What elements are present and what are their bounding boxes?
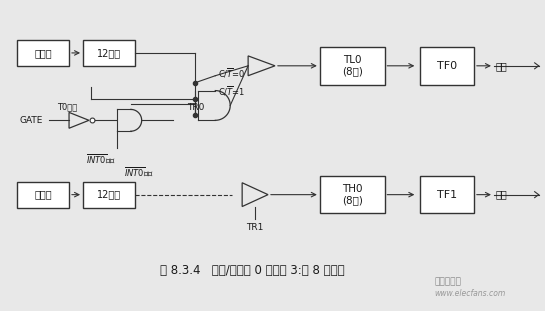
Text: TF0: TF0 bbox=[437, 61, 457, 71]
Text: C/$\overline{T}$=0: C/$\overline{T}$=0 bbox=[219, 67, 246, 80]
Text: TR0: TR0 bbox=[187, 103, 204, 112]
Text: GATE: GATE bbox=[19, 116, 43, 125]
Text: TR1: TR1 bbox=[246, 223, 264, 232]
Text: TL0
(8位): TL0 (8位) bbox=[342, 55, 363, 77]
Text: TF1: TF1 bbox=[437, 190, 457, 200]
Bar bbox=[320, 176, 385, 213]
Bar bbox=[83, 182, 135, 207]
Bar bbox=[17, 182, 69, 207]
Text: 中断: 中断 bbox=[496, 61, 507, 71]
Text: $\overline{INT0}$引脚: $\overline{INT0}$引脚 bbox=[86, 152, 116, 165]
Text: 电子发烧友: 电子发烧友 bbox=[434, 277, 461, 286]
Bar bbox=[17, 40, 69, 66]
Text: TH0
(8位): TH0 (8位) bbox=[342, 184, 363, 206]
Text: www.elecfans.com: www.elecfans.com bbox=[434, 289, 505, 298]
Text: T0引脚: T0引脚 bbox=[57, 103, 77, 111]
Text: 12分频: 12分频 bbox=[97, 48, 121, 58]
Bar bbox=[420, 176, 475, 213]
Text: 中断: 中断 bbox=[496, 190, 507, 200]
Text: 振荡器: 振荡器 bbox=[34, 48, 52, 58]
Text: $\overline{INT0}$引脚: $\overline{INT0}$引脚 bbox=[124, 165, 154, 178]
Text: 振荡器: 振荡器 bbox=[34, 190, 52, 200]
Bar bbox=[320, 47, 385, 85]
Text: C/$\overline{T}$=1: C/$\overline{T}$=1 bbox=[219, 85, 246, 98]
Bar bbox=[83, 40, 135, 66]
Text: 12分频: 12分频 bbox=[97, 190, 121, 200]
Text: 图 8.3.4   定时/计数器 0 的模式 3:双 8 位计数: 图 8.3.4 定时/计数器 0 的模式 3:双 8 位计数 bbox=[160, 264, 344, 277]
Bar bbox=[420, 47, 475, 85]
